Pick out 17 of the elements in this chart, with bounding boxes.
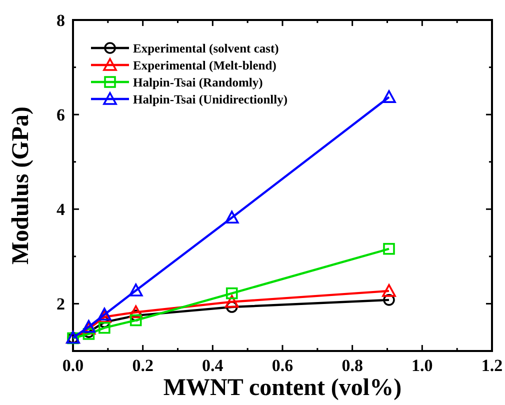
y-tick-label: 6	[56, 106, 65, 125]
y-tick-label: 2	[56, 294, 65, 314]
y-axis-title: Modulus (GPa)	[8, 106, 34, 265]
y-tick-label: 8	[56, 11, 65, 30]
x-tick-label: 0.4	[202, 356, 224, 375]
x-tick-label: 1.0	[412, 356, 433, 375]
x-tick-label: 0.0	[62, 356, 84, 375]
x-tick-label: 0.8	[342, 356, 363, 375]
legend-label: Halpin-Tsai (Unidirectionlly)	[133, 92, 288, 106]
x-tick-label: 1.2	[481, 356, 503, 375]
x-tick-label: 0.2	[132, 356, 154, 375]
legend-label: Experimental (Melt-blend)	[133, 58, 276, 72]
legend-label: Experimental (solvent cast)	[133, 42, 279, 56]
x-tick-label: 0.6	[272, 356, 294, 375]
x-axis-title: MWNT content (vol%)	[163, 375, 402, 401]
y-tick-label: 4	[56, 200, 66, 220]
legend-label: Halpin-Tsai (Randomly)	[133, 76, 263, 90]
